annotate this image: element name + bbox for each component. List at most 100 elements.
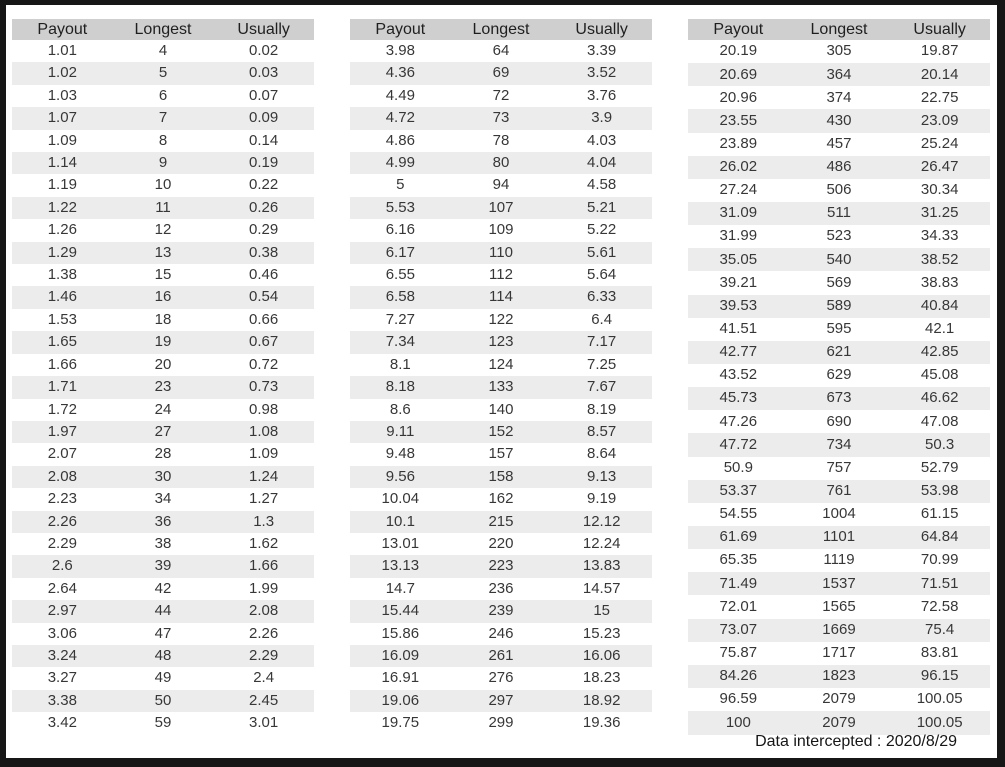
table-cell: 84.26 bbox=[688, 664, 789, 688]
table-cell: 430 bbox=[788, 109, 890, 133]
table-cell: 38.52 bbox=[889, 248, 990, 272]
table-cell: 0.07 bbox=[213, 84, 314, 108]
table-cell: 4.04 bbox=[551, 152, 652, 175]
table-row: 8.6 140 8.19 bbox=[350, 398, 652, 421]
table-row: 9.48 157 8.64 bbox=[350, 443, 652, 466]
table-row: 1.38 15 0.46 bbox=[12, 264, 314, 287]
column-header: Longest bbox=[112, 19, 214, 40]
table-row: 96.59 2079 100.05 bbox=[688, 687, 990, 712]
table-cell: 4 bbox=[112, 40, 214, 63]
table-cell: 0.02 bbox=[213, 40, 314, 63]
table-cell: 1.22 bbox=[12, 196, 113, 220]
table-cell: 61.15 bbox=[889, 502, 990, 526]
table-cell: 47.72 bbox=[688, 433, 789, 457]
payout-table-1: Payout Longest Usually 1.01 4 0.02 1.02 5 0.03 1.… bbox=[12, 19, 314, 735]
table-cell: 27 bbox=[112, 420, 214, 444]
table-cell: 1565 bbox=[788, 595, 890, 619]
table-cell: 8.19 bbox=[551, 398, 652, 421]
table-cell: 5.53 bbox=[350, 196, 451, 220]
table-row: 10.04 162 9.19 bbox=[350, 488, 652, 511]
table-cell: 2.08 bbox=[213, 600, 314, 623]
table-cell: 3.42 bbox=[12, 712, 113, 735]
table-cell: 20.69 bbox=[688, 63, 789, 87]
table-cell: 1.97 bbox=[12, 420, 113, 444]
table-cell: 1.08 bbox=[213, 420, 314, 444]
table-row: 1.07 7 0.09 bbox=[12, 107, 314, 130]
table-cell: 16 bbox=[112, 286, 214, 309]
table-cell: 71.51 bbox=[889, 572, 990, 596]
table-cell: 14.57 bbox=[551, 577, 652, 601]
table-cell: 13.13 bbox=[350, 555, 451, 578]
table-cell: 589 bbox=[788, 294, 890, 318]
table-cell: 59 bbox=[112, 712, 214, 735]
table-cell: 0.03 bbox=[213, 62, 314, 85]
table-cell: 20.14 bbox=[889, 63, 990, 87]
table-row: 8.18 133 7.67 bbox=[350, 376, 652, 399]
table-cell: 96.15 bbox=[889, 664, 990, 688]
table-cell: 2.08 bbox=[12, 465, 113, 489]
table-cell: 1669 bbox=[788, 618, 890, 642]
table-cell: 239 bbox=[450, 600, 552, 623]
table-cell: 20.19 bbox=[688, 40, 789, 64]
table-cell: 133 bbox=[450, 376, 552, 399]
table-cell: 73.07 bbox=[688, 618, 789, 642]
table-cell: 734 bbox=[788, 433, 890, 457]
table-cell: 215 bbox=[450, 510, 552, 533]
table-cell: 8.1 bbox=[350, 353, 451, 377]
table-cell: 64 bbox=[450, 40, 552, 63]
table-cell: 16.91 bbox=[350, 667, 451, 690]
table-cell: 261 bbox=[450, 644, 552, 668]
table-row: 2.64 42 1.99 bbox=[12, 577, 314, 601]
table-cell: 9.13 bbox=[551, 465, 652, 489]
header-row: Payout Longest Usually bbox=[350, 19, 652, 40]
table-row: 10.1 215 12.12 bbox=[350, 510, 652, 533]
table-row: 8.1 124 7.25 bbox=[350, 353, 652, 377]
table-row: 2.26 36 1.3 bbox=[12, 510, 314, 533]
table-cell: 38 bbox=[112, 532, 214, 556]
table-cell: 73 bbox=[450, 107, 552, 130]
table-cell: 1.09 bbox=[213, 443, 314, 466]
table-cell: 0.98 bbox=[213, 398, 314, 421]
table-cell: 5.64 bbox=[551, 264, 652, 287]
table-cell: 158 bbox=[450, 465, 552, 489]
table-cell: 8.6 bbox=[350, 398, 451, 421]
table-cell: 220 bbox=[450, 532, 552, 556]
table-cell: 1.02 bbox=[12, 62, 113, 85]
table-cell: 1.27 bbox=[213, 488, 314, 511]
table-row: 9.56 158 9.13 bbox=[350, 465, 652, 489]
table-row: 31.99 523 34.33 bbox=[688, 225, 990, 249]
table-cell: 14.7 bbox=[350, 577, 451, 601]
table-cell: 78 bbox=[450, 129, 552, 153]
table-row: 45.73 673 46.62 bbox=[688, 387, 990, 411]
table-cell: 0.46 bbox=[213, 264, 314, 287]
table-cell: 70.99 bbox=[889, 549, 990, 573]
table-cell: 690 bbox=[788, 410, 890, 434]
table-cell: 39.21 bbox=[688, 271, 789, 295]
table-cell: 6.58 bbox=[350, 286, 451, 309]
table-row: 1.46 16 0.54 bbox=[12, 286, 314, 309]
table-row: 1.03 6 0.07 bbox=[12, 84, 314, 108]
table-cell: 46.62 bbox=[889, 387, 990, 411]
table-cell: 20 bbox=[112, 353, 214, 377]
table-cell: 3.24 bbox=[12, 644, 113, 668]
table-cell: 0.19 bbox=[213, 152, 314, 175]
table-cell: 1537 bbox=[788, 572, 890, 596]
table-cell: 1.19 bbox=[12, 174, 113, 197]
table-cell: 13.83 bbox=[551, 555, 652, 578]
table-cell: 1.72 bbox=[12, 398, 113, 421]
table-cell: 10 bbox=[112, 174, 214, 197]
table-cell: 65.35 bbox=[688, 549, 789, 573]
table-cell: 1004 bbox=[788, 502, 890, 526]
table-cell: 2.26 bbox=[12, 510, 113, 533]
table-cell: 2.26 bbox=[213, 622, 314, 645]
table-row: 19.06 297 18.92 bbox=[350, 689, 652, 713]
column-header: Payout bbox=[12, 19, 113, 40]
table-cell: 13 bbox=[112, 241, 214, 265]
table-cell: 276 bbox=[450, 667, 552, 690]
table-cell: 72.01 bbox=[688, 595, 789, 619]
table-cell: 36 bbox=[112, 510, 214, 533]
table-cell: 0.66 bbox=[213, 308, 314, 332]
table-cell: 236 bbox=[450, 577, 552, 601]
table-cell: 0.26 bbox=[213, 196, 314, 220]
table-cell: 24 bbox=[112, 398, 214, 421]
